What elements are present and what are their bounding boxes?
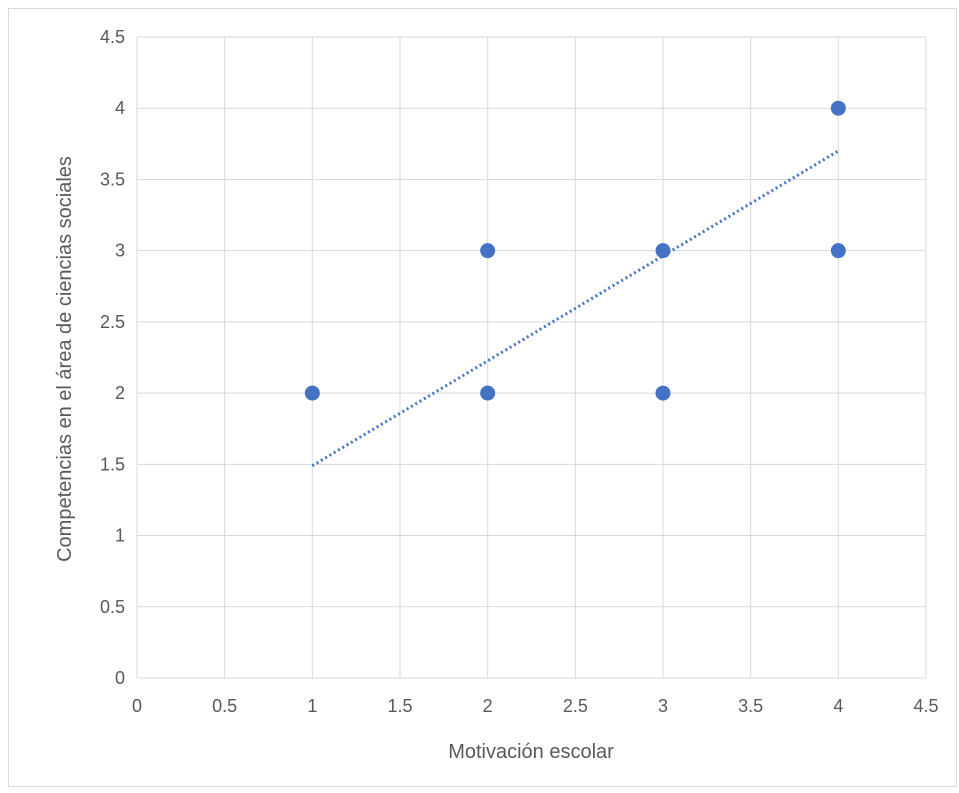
x-tick-label: 0.5 (212, 696, 237, 716)
y-tick-label: 0 (115, 668, 125, 688)
chart-area: 0 0.5 1 1.5 2 2.5 3 3.5 4 4.5 0 0.5 1 1.5 2 2.5 3 3.5 4 4.5… (8, 8, 957, 787)
x-tick-label: 2 (483, 696, 493, 716)
data-points (304, 100, 846, 401)
x-tick-label: 4 (833, 696, 843, 716)
data-point (304, 385, 320, 401)
x-tick-label: 2.5 (563, 696, 588, 716)
y-tick-label: 3.5 (100, 169, 125, 189)
y-tick-label: 1.5 (100, 454, 125, 474)
scatter-chart: 0 0.5 1 1.5 2 2.5 3 3.5 4 4.5 0 0.5 1 1.5 2 2.5 3 3.5 4 4.5… (54, 27, 939, 763)
y-tick-label: 3 (115, 241, 125, 261)
gridlines (136, 36, 927, 679)
data-point (655, 243, 671, 259)
data-point (655, 385, 671, 401)
trendline (311, 149, 840, 468)
data-point (480, 385, 496, 401)
y-tick-label: 0.5 (100, 597, 125, 617)
x-tick-label: 3.5 (738, 696, 763, 716)
data-point (830, 243, 846, 259)
x-tick-label: 3 (658, 696, 668, 716)
y-tick-label: 4.5 (100, 27, 125, 47)
x-axis-title: Motivación escolar (448, 741, 614, 763)
y-tick-label: 2 (115, 383, 125, 403)
x-tick-label: 4.5 (913, 696, 938, 716)
y-axis-title: Competencias en el área de ciencias soci… (54, 156, 76, 562)
y-tick-label: 1 (115, 526, 125, 546)
y-tick-label: 4 (115, 98, 125, 118)
data-point (480, 243, 496, 259)
tick-labels: 0 0.5 1 1.5 2 2.5 3 3.5 4 4.5 0 0.5 1 1.5 2 2.5 3 3.5 4 4.5 (100, 27, 939, 716)
y-tick-label: 2.5 (100, 312, 125, 332)
trendline-layer (311, 149, 840, 468)
data-point (830, 100, 846, 116)
x-tick-label: 1.5 (387, 696, 412, 716)
x-tick-label: 1 (307, 696, 317, 716)
x-tick-label: 0 (132, 696, 142, 716)
